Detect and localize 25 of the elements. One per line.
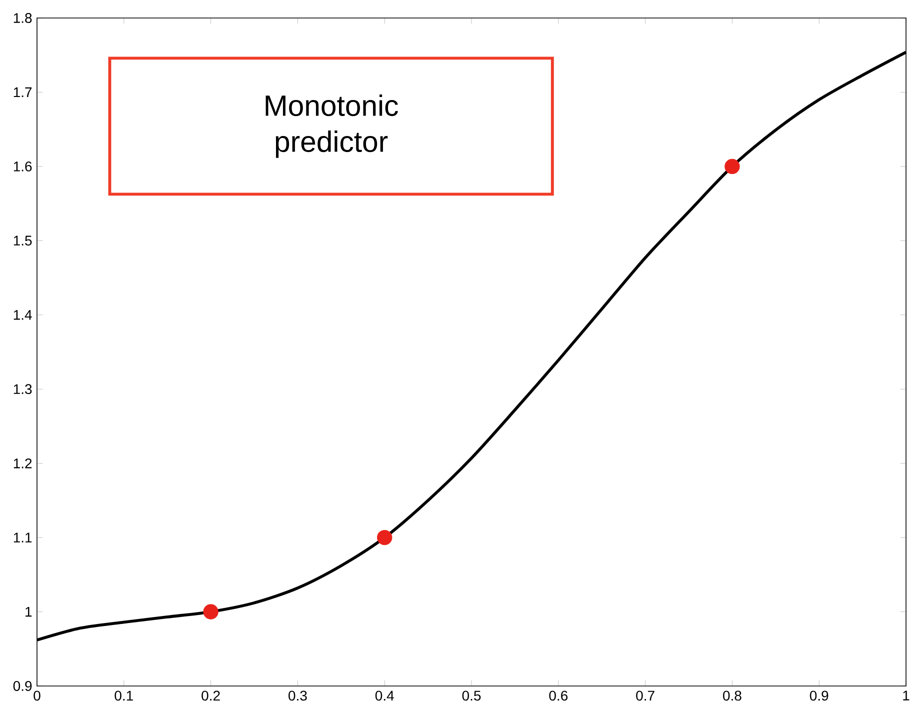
point [203,604,218,620]
y-tick-label: 1.8 [14,13,32,23]
y-tick-label: 1.7 [14,87,32,98]
x-tick-label: 1 [903,690,910,700]
x-tick-label: 0.2 [202,690,220,701]
x-tick-label: 0.8 [723,690,742,701]
x-tick-label: 0 [34,690,40,701]
x-tick-label: 0.4 [375,690,394,701]
y-tick-label: 0.9 [13,681,32,691]
y-tick-label: 1.1 [14,532,32,542]
point [377,530,392,546]
x-tick-label: 0.1 [114,690,133,701]
y-tick-label: 1.5 [14,236,32,246]
y-tick-label: 1.4 [14,310,32,320]
annotation: Monotonic predictor [266,94,398,158]
y-tick-label: 1.3 [14,384,32,394]
x-tick-label: 0.7 [636,690,654,701]
y-tick-label: 1.2 [14,458,32,468]
x-tick-label: 0.9 [810,690,828,701]
y-tick-label: 1.6 [14,162,32,172]
x-tick-label: 0.5 [462,690,481,701]
point [724,158,740,174]
y-tick-label: 1 [26,606,32,617]
x-tick-label: 0.6 [549,690,568,701]
x-tick-label: 0.3 [288,690,307,701]
